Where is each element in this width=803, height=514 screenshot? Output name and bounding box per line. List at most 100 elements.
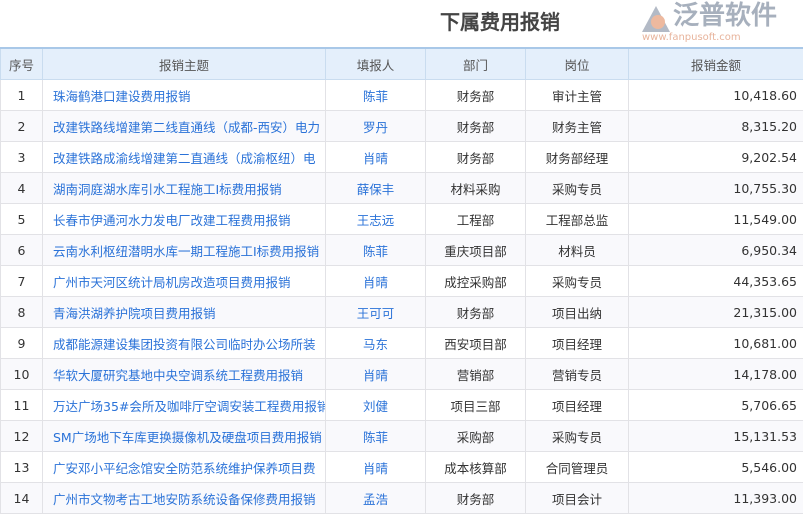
reporter-link[interactable]: 肖晴 <box>326 266 426 297</box>
department: 财务部 <box>426 297 526 328</box>
row-index: 9 <box>1 328 43 359</box>
reporter-link[interactable]: 孟浩 <box>326 483 426 514</box>
reporter-link[interactable]: 刘健 <box>326 390 426 421</box>
position: 审计主管 <box>526 80 629 111</box>
expense-subject-link[interactable]: 珠海鹤港口建设费用报销 <box>43 80 326 111</box>
position: 项目出纳 <box>526 297 629 328</box>
row-index: 12 <box>1 421 43 452</box>
department: 财务部 <box>426 483 526 514</box>
reporter-link[interactable]: 肖晴 <box>326 142 426 173</box>
amount: 11,549.00 <box>629 204 803 235</box>
reporter-link[interactable]: 王志远 <box>326 204 426 235</box>
position: 材料员 <box>526 235 629 266</box>
expense-subject-link[interactable]: 成都能源建设集团投资有限公司临时办公场所装 <box>43 328 326 359</box>
expense-subject-link[interactable]: 改建铁路线增建第二线直通线（成都-西安）电力 <box>43 111 326 142</box>
row-index: 2 <box>1 111 43 142</box>
expense-subject-link[interactable]: 改建铁路成渝线增建第二直通线（成渝枢纽）电 <box>43 142 326 173</box>
row-index: 10 <box>1 359 43 390</box>
amount: 10,681.00 <box>629 328 803 359</box>
expense-subject-link[interactable]: 青海洪湖养护院项目费用报销 <box>43 297 326 328</box>
amount: 5,546.00 <box>629 452 803 483</box>
fanpu-logo-icon <box>640 4 672 34</box>
amount: 11,393.00 <box>629 483 803 514</box>
amount: 9,202.54 <box>629 142 803 173</box>
amount: 10,418.60 <box>629 80 803 111</box>
table-header: 序号 报销主题 填报人 部门 岗位 报销金额 <box>1 48 803 80</box>
amount: 10,755.30 <box>629 173 803 204</box>
col-subject[interactable]: 报销主题 <box>43 48 326 80</box>
reporter-link[interactable]: 肖晴 <box>326 452 426 483</box>
col-position[interactable]: 岗位 <box>526 48 629 80</box>
row-index: 6 <box>1 235 43 266</box>
position: 财务主管 <box>526 111 629 142</box>
expense-subject-link[interactable]: 广州市文物考古工地安防系统设备保修费用报销 <box>43 483 326 514</box>
row-index: 4 <box>1 173 43 204</box>
amount: 44,353.65 <box>629 266 803 297</box>
reporter-link[interactable]: 王可可 <box>326 297 426 328</box>
department: 营销部 <box>426 359 526 390</box>
amount: 15,131.53 <box>629 421 803 452</box>
position: 财务部经理 <box>526 142 629 173</box>
department: 工程部 <box>426 204 526 235</box>
position: 采购专员 <box>526 173 629 204</box>
position: 工程部总监 <box>526 204 629 235</box>
expense-subject-link[interactable]: SM广场地下车库更换摄像机及硬盘项目费用报销 <box>43 421 326 452</box>
reporter-link[interactable]: 马东 <box>326 328 426 359</box>
department: 成控采购部 <box>426 266 526 297</box>
department: 重庆项目部 <box>426 235 526 266</box>
position: 项目会计 <box>526 483 629 514</box>
position: 合同管理员 <box>526 452 629 483</box>
row-index: 14 <box>1 483 43 514</box>
position: 项目经理 <box>526 328 629 359</box>
reporter-link[interactable]: 陈菲 <box>326 80 426 111</box>
expense-subject-link[interactable]: 湖南洞庭湖水库引水工程施工I标费用报销 <box>43 173 326 204</box>
position: 采购专员 <box>526 421 629 452</box>
amount: 14,178.00 <box>629 359 803 390</box>
row-index: 13 <box>1 452 43 483</box>
position: 采购专员 <box>526 266 629 297</box>
expense-subject-link[interactable]: 云南水利枢纽潜明水库一期工程施工I标费用报销 <box>43 235 326 266</box>
col-amount[interactable]: 报销金额 <box>629 48 803 80</box>
department: 财务部 <box>426 80 526 111</box>
amount: 8,315.20 <box>629 111 803 142</box>
department: 材料采购 <box>426 173 526 204</box>
reporter-link[interactable]: 陈菲 <box>326 235 426 266</box>
department: 采购部 <box>426 421 526 452</box>
expense-subject-link[interactable]: 万达广场35#会所及咖啡厅空调安装工程费用报销 <box>43 390 326 421</box>
reporter-link[interactable]: 罗丹 <box>326 111 426 142</box>
col-department[interactable]: 部门 <box>426 48 526 80</box>
reporter-link[interactable]: 薛保丰 <box>326 173 426 204</box>
watermark-url: www.fanpusoft.com <box>642 32 741 44</box>
row-index: 8 <box>1 297 43 328</box>
col-index[interactable]: 序号 <box>1 48 43 80</box>
watermark-logo: 泛普软件 www.fanpusoft.com <box>640 2 800 44</box>
row-index: 7 <box>1 266 43 297</box>
col-reporter[interactable]: 填报人 <box>326 48 426 80</box>
expense-subject-link[interactable]: 广州市天河区统计局机房改造项目费用报销 <box>43 266 326 297</box>
expense-subject-link[interactable]: 长春市伊通河水力发电厂改建工程费用报销 <box>43 204 326 235</box>
watermark-name: 泛普软件 <box>673 1 777 31</box>
position: 营销专员 <box>526 359 629 390</box>
reporter-link[interactable]: 肖晴 <box>326 359 426 390</box>
reporter-link[interactable]: 陈菲 <box>326 421 426 452</box>
expense-subject-link[interactable]: 广安邓小平纪念馆安全防范系统维护保养项目费 <box>43 452 326 483</box>
expense-subject-link[interactable]: 华软大厦研究基地中央空调系统工程费用报销 <box>43 359 326 390</box>
amount: 5,706.65 <box>629 390 803 421</box>
amount: 6,950.34 <box>629 235 803 266</box>
